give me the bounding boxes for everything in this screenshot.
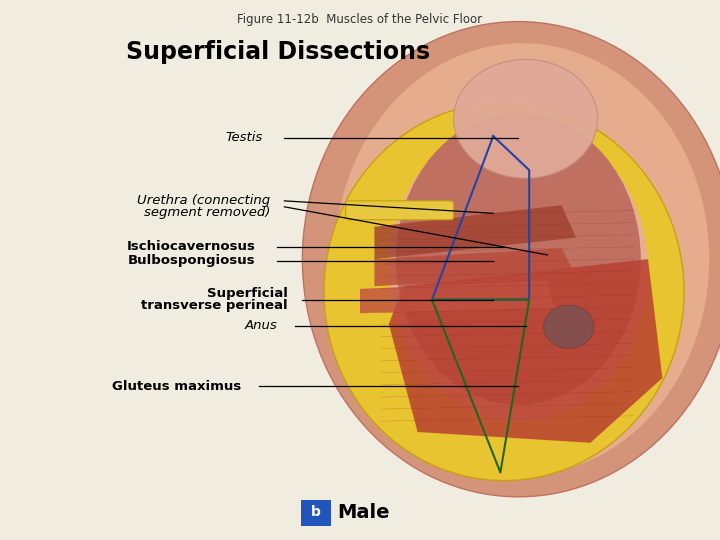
Polygon shape [360,281,554,313]
Polygon shape [374,205,576,259]
FancyBboxPatch shape [301,500,331,526]
FancyBboxPatch shape [346,201,454,220]
Ellipse shape [454,59,598,178]
Text: Anus: Anus [245,319,277,332]
Polygon shape [374,248,576,286]
Text: Gluteus maximus: Gluteus maximus [112,380,241,393]
Ellipse shape [544,305,594,348]
Text: Ischiocavernosus: Ischiocavernosus [127,240,256,253]
Ellipse shape [302,22,720,497]
Text: segment removed): segment removed) [143,206,270,219]
Text: Male: Male [337,503,390,522]
Text: Figure 11-12b  Muscles of the Pelvic Floor: Figure 11-12b Muscles of the Pelvic Floo… [238,14,482,26]
Ellipse shape [335,43,709,475]
Text: Urethra (connecting: Urethra (connecting [137,194,270,207]
Polygon shape [389,259,662,443]
Text: Bulbospongiosus: Bulbospongiosus [128,254,256,267]
Ellipse shape [324,103,684,481]
Ellipse shape [389,119,648,421]
Ellipse shape [396,113,641,405]
Text: b: b [311,505,321,519]
Text: Superficial Dissections: Superficial Dissections [126,40,430,64]
Text: Testis: Testis [225,131,263,144]
Text: Superficial: Superficial [207,287,288,300]
Text: transverse perineal: transverse perineal [141,299,288,312]
